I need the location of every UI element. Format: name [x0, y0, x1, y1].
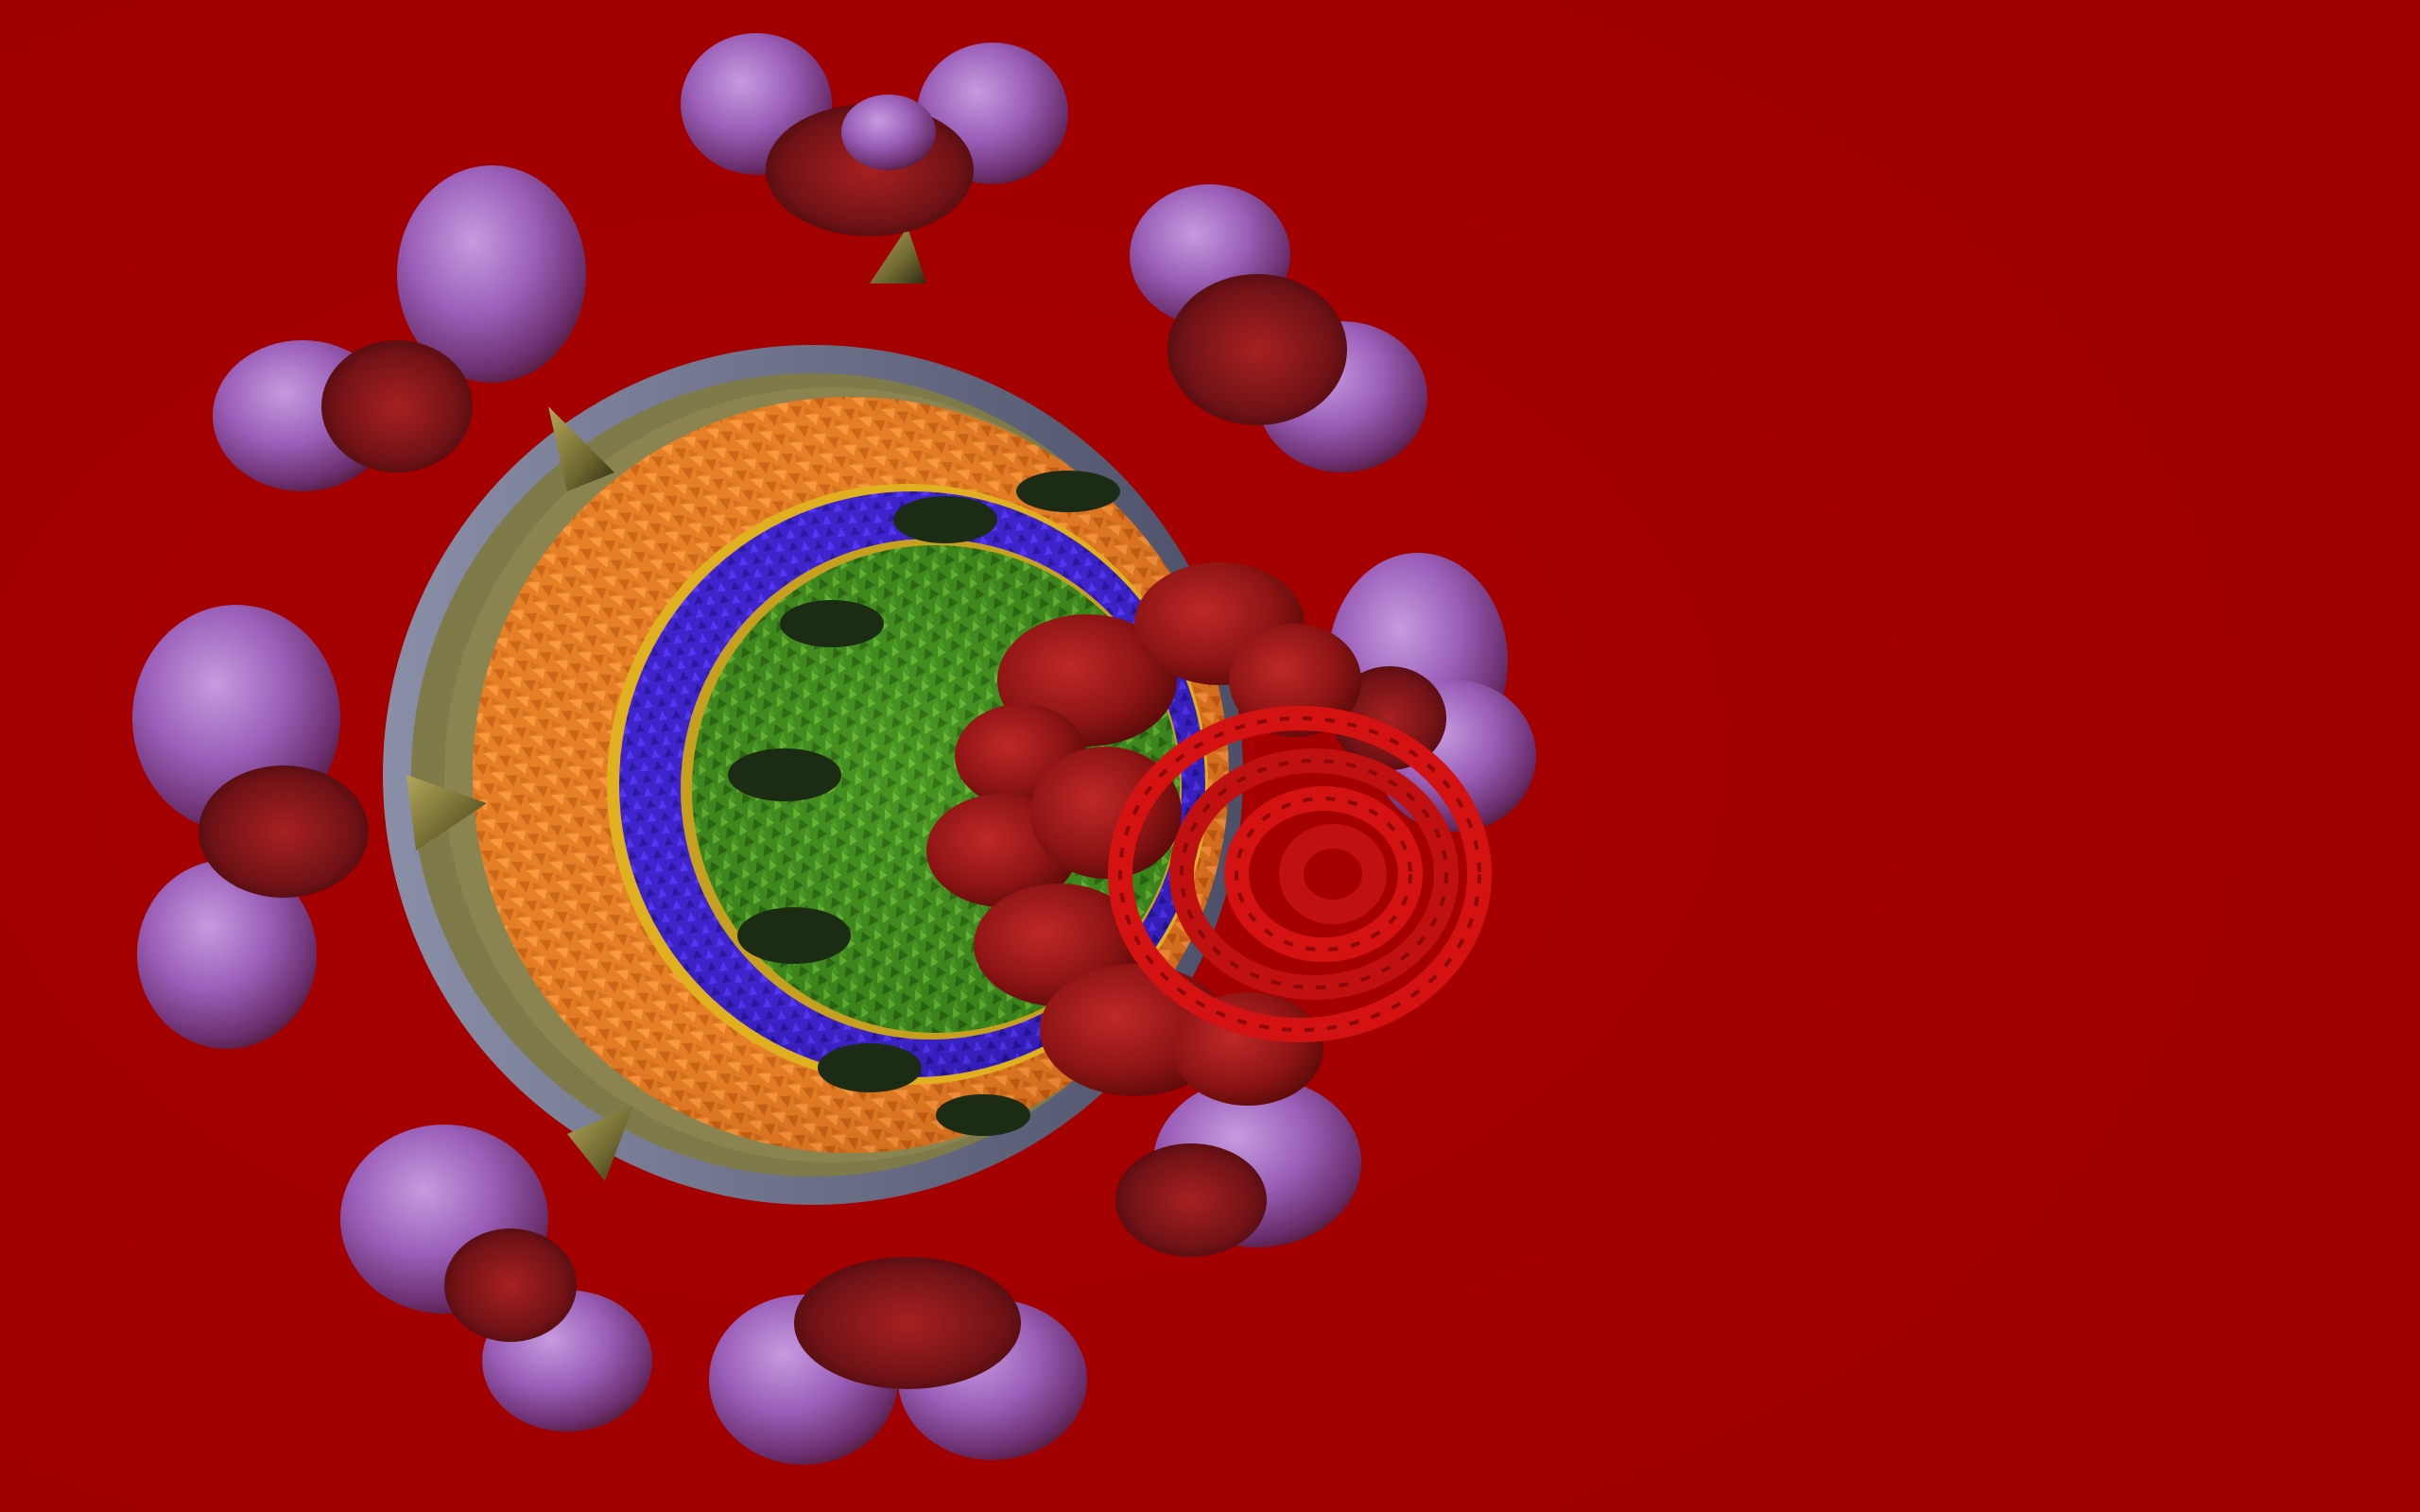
spike-bottom — [709, 1257, 1087, 1465]
dark-rods — [728, 471, 1120, 1136]
spike-upper-left — [213, 165, 614, 491]
rna-coil-ridges — [1118, 716, 1481, 1032]
spike-right-lower — [1115, 1077, 1361, 1257]
spike-top — [681, 33, 1068, 284]
spike-lower-left — [340, 1106, 652, 1432]
spike-top-right — [1130, 184, 1427, 472]
spike-left — [132, 605, 487, 1049]
